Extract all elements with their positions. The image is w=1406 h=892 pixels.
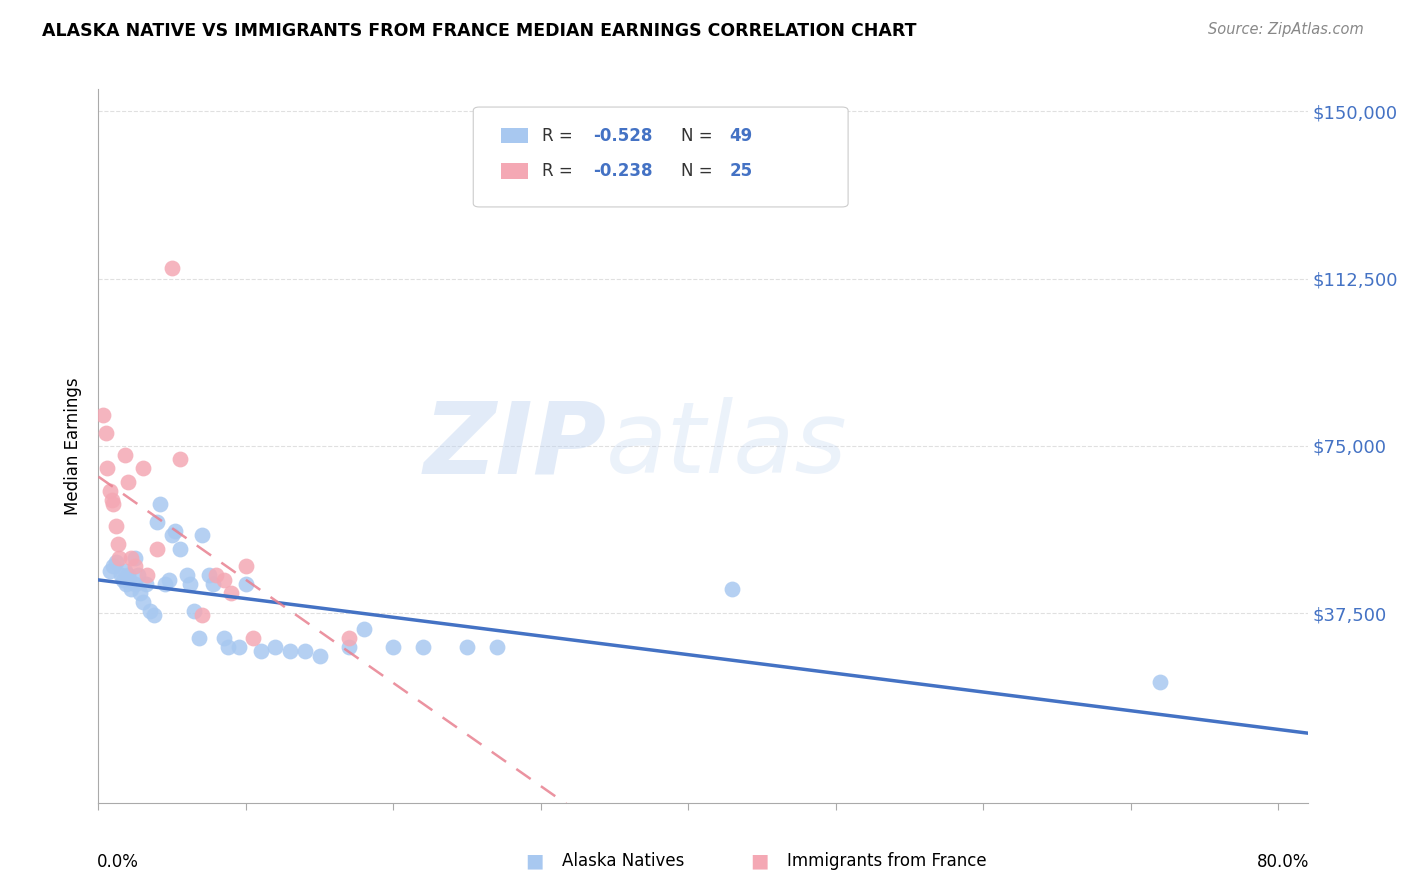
Point <box>353 622 375 636</box>
Text: -0.528: -0.528 <box>593 127 652 145</box>
Point <box>98 483 121 498</box>
Point <box>278 644 301 658</box>
Point <box>110 568 132 582</box>
Point <box>456 640 478 654</box>
Point <box>146 515 169 529</box>
Point <box>98 564 121 578</box>
Point <box>131 461 153 475</box>
Point <box>264 640 287 654</box>
Text: R =: R = <box>543 162 578 180</box>
Point <box>212 631 235 645</box>
Text: N =: N = <box>682 162 718 180</box>
Point <box>143 608 166 623</box>
Point <box>242 631 264 645</box>
Point <box>198 568 221 582</box>
Point <box>219 586 242 600</box>
Point <box>114 448 136 462</box>
Point <box>337 640 360 654</box>
Text: ■: ■ <box>749 851 769 871</box>
Text: 80.0%: 80.0% <box>1257 853 1309 871</box>
Point <box>160 260 183 275</box>
Text: 0.0%: 0.0% <box>97 853 139 871</box>
Bar <box>501 163 527 179</box>
Point <box>94 425 117 440</box>
Point <box>412 640 434 654</box>
Point <box>105 555 128 569</box>
Point <box>120 550 142 565</box>
Point <box>124 577 146 591</box>
Point <box>294 644 316 658</box>
Point <box>235 559 257 574</box>
Point <box>235 577 257 591</box>
Point <box>183 604 205 618</box>
Point <box>100 492 122 507</box>
Point <box>160 528 183 542</box>
Point <box>179 577 201 591</box>
Point <box>190 608 212 623</box>
Point <box>101 559 124 574</box>
Point <box>91 408 114 422</box>
Point <box>228 640 250 654</box>
Point <box>135 577 157 591</box>
Point <box>382 640 405 654</box>
Point <box>128 586 150 600</box>
Point <box>136 568 159 582</box>
Point <box>118 573 141 587</box>
Point <box>205 568 228 582</box>
Point <box>165 524 187 538</box>
Point <box>96 461 118 475</box>
Point <box>117 475 139 489</box>
Point <box>202 577 225 591</box>
Point <box>114 564 136 578</box>
Point <box>115 577 138 591</box>
Point <box>169 452 191 467</box>
Point <box>131 595 153 609</box>
Point <box>217 640 239 654</box>
Text: 25: 25 <box>730 162 752 180</box>
Point <box>485 640 508 654</box>
Text: -0.238: -0.238 <box>593 162 652 180</box>
Text: Immigrants from France: Immigrants from France <box>787 852 987 870</box>
Point <box>176 568 198 582</box>
Text: R =: R = <box>543 127 578 145</box>
Point <box>721 582 744 596</box>
Text: atlas: atlas <box>606 398 848 494</box>
Point <box>249 644 271 658</box>
Point <box>190 528 212 542</box>
Point <box>124 559 146 574</box>
Point <box>1149 675 1171 690</box>
Point <box>101 497 124 511</box>
Point <box>108 550 131 565</box>
Text: N =: N = <box>682 127 718 145</box>
Point <box>120 582 142 596</box>
Point <box>153 577 176 591</box>
Point <box>124 550 146 565</box>
Point <box>337 631 360 645</box>
Bar <box>501 128 527 144</box>
Point <box>127 568 149 582</box>
Point <box>157 573 180 587</box>
Point <box>212 573 235 587</box>
Text: Alaska Natives: Alaska Natives <box>562 852 685 870</box>
Point <box>139 604 162 618</box>
Point <box>117 568 139 582</box>
Text: ALASKA NATIVE VS IMMIGRANTS FROM FRANCE MEDIAN EARNINGS CORRELATION CHART: ALASKA NATIVE VS IMMIGRANTS FROM FRANCE … <box>42 22 917 40</box>
Text: ■: ■ <box>524 851 544 871</box>
Point <box>187 631 209 645</box>
Point <box>308 648 330 663</box>
Point <box>107 537 129 551</box>
FancyBboxPatch shape <box>474 107 848 207</box>
Point <box>105 519 128 533</box>
Point <box>146 541 169 556</box>
Point <box>112 573 135 587</box>
Text: 49: 49 <box>730 127 752 145</box>
Text: ZIP: ZIP <box>423 398 606 494</box>
Point <box>149 497 172 511</box>
Text: Source: ZipAtlas.com: Source: ZipAtlas.com <box>1208 22 1364 37</box>
Y-axis label: Median Earnings: Median Earnings <box>65 377 83 515</box>
Point <box>169 541 191 556</box>
